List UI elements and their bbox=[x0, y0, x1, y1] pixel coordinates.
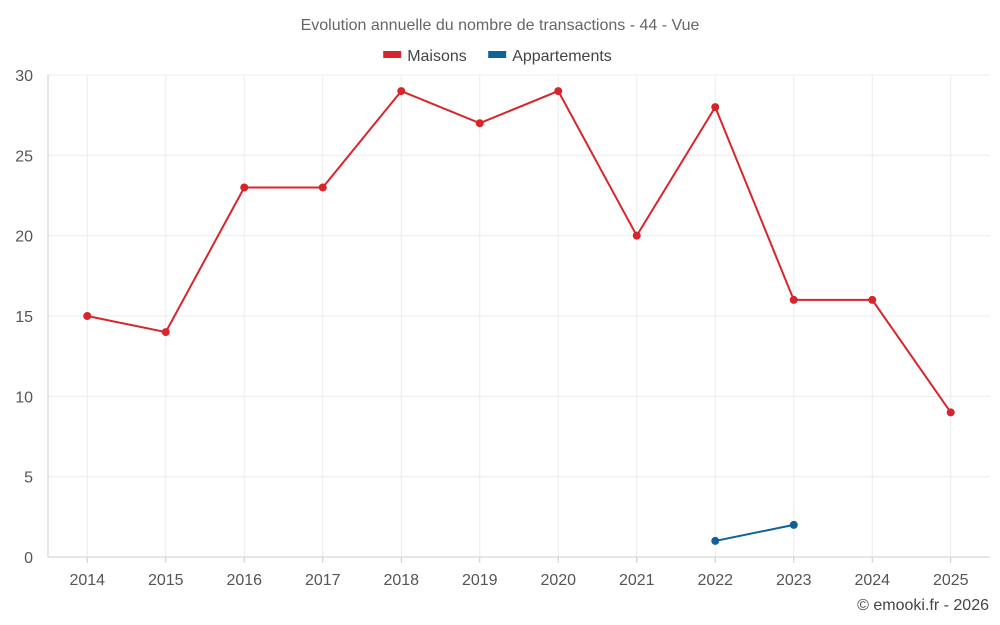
data-point-maisons[interactable] bbox=[240, 183, 249, 192]
data-point-maisons[interactable] bbox=[161, 328, 170, 337]
x-tick-label: 2023 bbox=[776, 572, 812, 589]
y-tick-label: 15 bbox=[15, 309, 33, 326]
y-tick-label: 10 bbox=[15, 389, 33, 406]
x-tick-label: 2019 bbox=[462, 572, 498, 589]
data-point-maisons[interactable] bbox=[868, 295, 877, 304]
x-tick-label: 2024 bbox=[854, 572, 890, 589]
data-point-maisons[interactable] bbox=[475, 119, 484, 128]
y-tick-label: 20 bbox=[15, 229, 33, 246]
x-tick-label: 2018 bbox=[383, 572, 419, 589]
data-point-maisons[interactable] bbox=[632, 231, 641, 240]
series-layer bbox=[83, 87, 955, 545]
series-line-maisons bbox=[87, 89, 952, 413]
y-tick-label: 0 bbox=[24, 550, 33, 567]
x-tick-label: 2017 bbox=[305, 572, 341, 589]
legend-item-appartements[interactable]: Appartements bbox=[488, 48, 612, 65]
legend[interactable]: Maisons Appartements bbox=[383, 48, 612, 65]
y-tick-label: 30 bbox=[15, 68, 33, 85]
grid bbox=[48, 74, 990, 558]
chart-title: Evolution annuelle du nombre de transact… bbox=[301, 17, 700, 34]
data-point-maisons[interactable] bbox=[711, 103, 720, 112]
legend-label: Appartements bbox=[512, 48, 612, 65]
x-tick-label: 2014 bbox=[69, 572, 105, 589]
data-point-maisons[interactable] bbox=[554, 87, 563, 96]
data-point-maisons[interactable] bbox=[318, 183, 327, 192]
y-tick-label: 5 bbox=[24, 470, 33, 487]
x-tick-label: 2020 bbox=[540, 572, 576, 589]
data-point-maisons[interactable] bbox=[83, 312, 92, 320]
data-point-maisons[interactable] bbox=[397, 87, 406, 96]
x-tick-label: 2015 bbox=[148, 572, 184, 589]
legend-swatch bbox=[488, 51, 507, 58]
legend-label: Maisons bbox=[407, 48, 467, 65]
series-line-appartements bbox=[715, 523, 794, 542]
x-tick-label: 2022 bbox=[697, 572, 733, 589]
data-point-appartements[interactable] bbox=[789, 520, 798, 529]
footer-credit: © emooki.fr - 2026 bbox=[857, 597, 989, 614]
x-tick-label: 2021 bbox=[619, 572, 655, 589]
data-point-maisons[interactable] bbox=[789, 295, 798, 304]
data-point-appartements[interactable] bbox=[711, 536, 720, 545]
x-tick-label: 2016 bbox=[226, 572, 262, 589]
data-point-maisons[interactable] bbox=[946, 408, 955, 417]
legend-item-maisons[interactable]: Maisons bbox=[383, 48, 467, 65]
legend-swatch bbox=[383, 51, 402, 58]
y-tick-label: 25 bbox=[15, 148, 33, 165]
x-tick-label: 2025 bbox=[933, 572, 969, 589]
